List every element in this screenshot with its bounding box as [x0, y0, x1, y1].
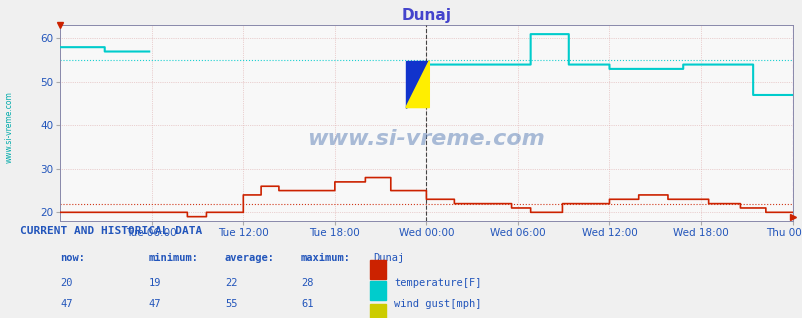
Bar: [370, 260, 386, 279]
Polygon shape: [405, 61, 429, 107]
Text: www.si-vreme.com: www.si-vreme.com: [4, 91, 14, 163]
Text: 28: 28: [301, 278, 314, 288]
Text: 20: 20: [60, 278, 73, 288]
Text: minimum:: minimum:: [148, 253, 198, 263]
Polygon shape: [405, 61, 429, 107]
Text: 61: 61: [301, 299, 314, 309]
Title: Dunaj: Dunaj: [401, 8, 451, 23]
Text: 55: 55: [225, 299, 237, 309]
Text: 22: 22: [225, 278, 237, 288]
Text: 47: 47: [148, 299, 161, 309]
Text: now:: now:: [60, 253, 85, 263]
Bar: [370, 304, 386, 318]
Text: www.si-vreme.com: www.si-vreme.com: [307, 129, 545, 149]
Bar: [370, 281, 386, 300]
Text: 19: 19: [148, 278, 161, 288]
Text: wind gust[mph]: wind gust[mph]: [394, 299, 481, 309]
Text: Dunaj: Dunaj: [373, 253, 404, 263]
Text: 47: 47: [60, 299, 73, 309]
Text: CURRENT AND HISTORICAL DATA: CURRENT AND HISTORICAL DATA: [20, 226, 202, 236]
Text: temperature[F]: temperature[F]: [394, 278, 481, 288]
Text: maximum:: maximum:: [301, 253, 350, 263]
Text: average:: average:: [225, 253, 274, 263]
